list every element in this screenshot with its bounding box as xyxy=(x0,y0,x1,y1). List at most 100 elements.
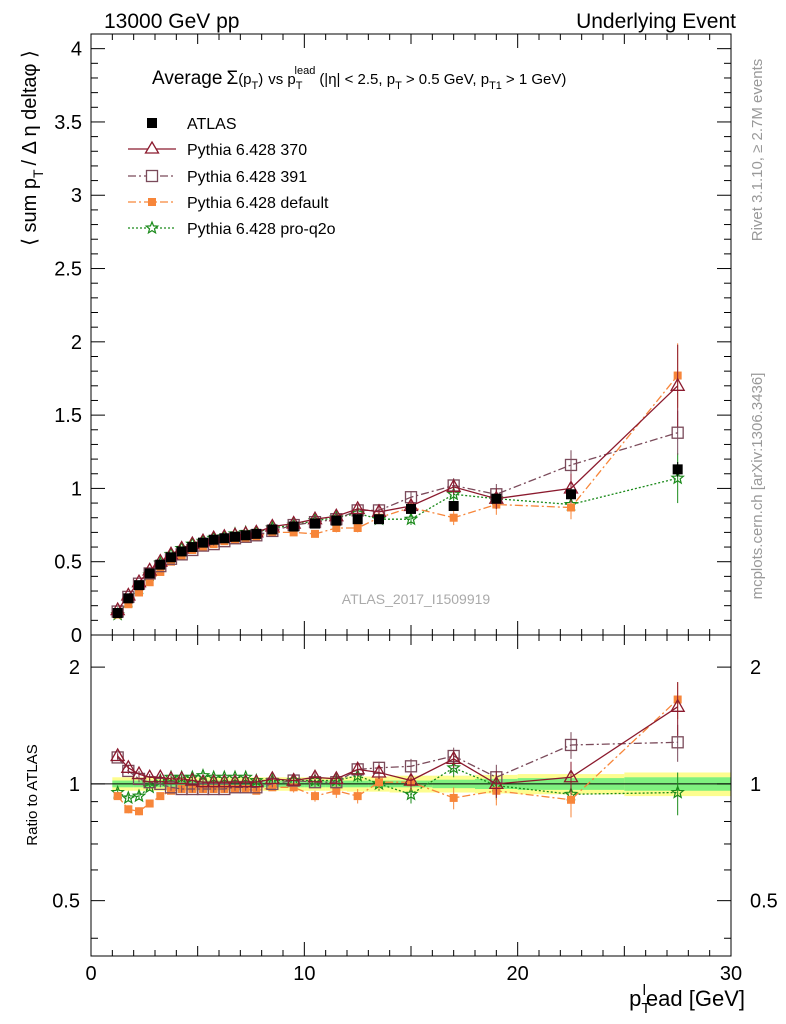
ratio-point-p370 xyxy=(163,770,179,785)
main-point-atlas xyxy=(219,533,230,544)
ratio-point-pdefault xyxy=(113,792,122,801)
main-line-p370 xyxy=(117,385,679,611)
main-line-p391 xyxy=(117,432,678,612)
main-point-atlas xyxy=(112,608,123,619)
ratio-y-tick-label-left: 0.5 xyxy=(52,891,80,913)
ratio-y-axis-label: Ratio to ATLAS xyxy=(24,744,41,845)
ratio-point-pq2o xyxy=(142,779,157,794)
main-point-pdefault xyxy=(124,600,133,609)
main-point-p391 xyxy=(671,426,684,439)
ratio-point-pdefault xyxy=(145,799,154,808)
ratio-point-p370 xyxy=(264,770,280,785)
legend-marker-pq2o xyxy=(144,220,160,235)
ratio-y-tick-label-left: 1 xyxy=(69,774,80,796)
ratio-point-pdefault xyxy=(124,805,133,814)
ratio-point-p370 xyxy=(195,773,211,788)
main-point-atlas xyxy=(288,521,299,532)
ratio-point-p370 xyxy=(328,770,344,785)
main-point-pdefault xyxy=(145,578,154,587)
main-plot-panel: 0 0.5 1 1.5 2 2.5 3 3.5 4 xyxy=(54,33,732,647)
header-process: Underlying Event xyxy=(576,10,736,33)
ratio-point-pdefault xyxy=(311,792,319,801)
legend: ATLAS Pythia 6.428 370 Pythia 6.428 391 … xyxy=(128,116,336,238)
main-series-p391 xyxy=(111,410,684,618)
ratio-point-pq2o xyxy=(670,784,685,799)
main-point-atlas xyxy=(672,464,683,475)
main-point-atlas xyxy=(144,568,155,579)
ratio-tick-labels: 0.5 0.51 12 20 10 20 30 xyxy=(52,657,778,985)
ratio-point-p370 xyxy=(152,768,168,783)
main-y-tick-label: 1 xyxy=(71,478,82,500)
ratio-point-pdefault xyxy=(289,783,298,792)
main-point-atlas xyxy=(374,514,384,525)
main-point-atlas xyxy=(155,559,166,570)
ratio-point-pdefault xyxy=(375,778,383,787)
legend-label-p370: Pythia 6.428 370 xyxy=(187,142,307,159)
ratio-point-p370 xyxy=(110,747,126,762)
main-y-tick-label: 1.5 xyxy=(54,405,82,427)
ratio-y-tick-label-right: 0.5 xyxy=(750,891,778,913)
main-point-atlas xyxy=(198,537,208,548)
x-tick-label: 30 xyxy=(720,963,742,985)
ratio-point-p370 xyxy=(131,765,147,780)
main-y-tick-label: 2.5 xyxy=(54,259,82,281)
ratio-point-p391 xyxy=(671,736,684,749)
x-axis-label: pTlead [GeV] xyxy=(629,982,745,1017)
main-y-tick-label: 3 xyxy=(71,185,82,207)
main-point-atlas xyxy=(310,518,320,529)
main-point-pdefault xyxy=(311,529,319,538)
title-cut3: > 1 GeV) xyxy=(506,71,566,88)
xlabel-sub: T xyxy=(641,1000,650,1017)
ratio-point-p370 xyxy=(248,773,264,788)
title-vs: vs p xyxy=(268,71,296,88)
legend-label-pq2o: Pythia 6.428 pro-q2o xyxy=(187,221,336,238)
ratio-point-p370 xyxy=(216,773,232,788)
ratio-point-p370 xyxy=(350,761,366,775)
main-point-atlas xyxy=(448,501,459,512)
legend-marker-atlas xyxy=(147,118,157,128)
ratio-data-marks xyxy=(110,682,686,818)
ratio-y-tick-label-right: 1 xyxy=(750,774,761,796)
legend-entry-p391: Pythia 6.428 391 xyxy=(128,169,307,186)
ratio-point-p370 xyxy=(563,768,579,783)
main-point-atlas xyxy=(406,503,416,514)
legend-marker-p391 xyxy=(145,169,159,183)
legend-entry-atlas: ATLAS xyxy=(147,116,237,133)
legend-entry-p370: Pythia 6.428 370 xyxy=(128,140,307,159)
title-vs-sup: lead xyxy=(295,65,316,77)
legend-label-p391: Pythia 6.428 391 xyxy=(187,169,307,186)
main-series-pdefault xyxy=(113,343,682,619)
header-energy: 13000 GeV pp xyxy=(104,10,239,33)
main-point-pdefault xyxy=(449,513,458,522)
ratio-point-p370 xyxy=(403,772,419,786)
ratio-point-pq2o xyxy=(195,768,211,782)
ratio-point-p370 xyxy=(670,698,686,712)
x-tick-label: 10 xyxy=(293,963,315,985)
main-series-atlas xyxy=(112,462,683,619)
legend-marker-pdefault xyxy=(148,198,156,206)
legend-entry-pdefault: Pythia 6.428 default xyxy=(128,195,329,212)
main-series-p370 xyxy=(110,344,686,616)
ratio-point-pq2o xyxy=(121,790,136,805)
xlabel-rest: ead [GeV] xyxy=(646,986,745,1011)
ratio-point-pq2o xyxy=(131,788,147,803)
main-title: Average Σ(pT) vs pTlead (|η| < 2.5, pT > 0.5… xyxy=(152,65,566,92)
main-point-atlas xyxy=(240,530,251,541)
main-point-atlas xyxy=(491,493,502,504)
ratio-y-tick-label-right: 2 xyxy=(750,657,761,679)
main-data-marks xyxy=(110,343,686,621)
ratio-point-p370 xyxy=(184,772,200,786)
ratio-point-p370 xyxy=(227,773,243,788)
rivet-version-label: Rivet 3.1.10, ≥ 2.7M events xyxy=(749,59,766,242)
main-point-pdefault xyxy=(135,588,143,597)
main-point-pq2o xyxy=(403,511,419,526)
x-tick-label: 0 xyxy=(85,963,96,985)
title-arg-close: ) xyxy=(258,71,263,88)
ratio-plot-panel: 0.5 0.51 12 20 10 20 30 xyxy=(52,634,778,985)
ratio-point-p370 xyxy=(371,764,387,778)
title-cut1-sub: T xyxy=(395,80,402,92)
ratio-series-pdefault xyxy=(113,682,682,818)
main-point-pdefault xyxy=(353,523,362,532)
main-y-tick-label: 0.5 xyxy=(54,552,82,574)
main-y-tick-label: 2 xyxy=(71,332,82,354)
